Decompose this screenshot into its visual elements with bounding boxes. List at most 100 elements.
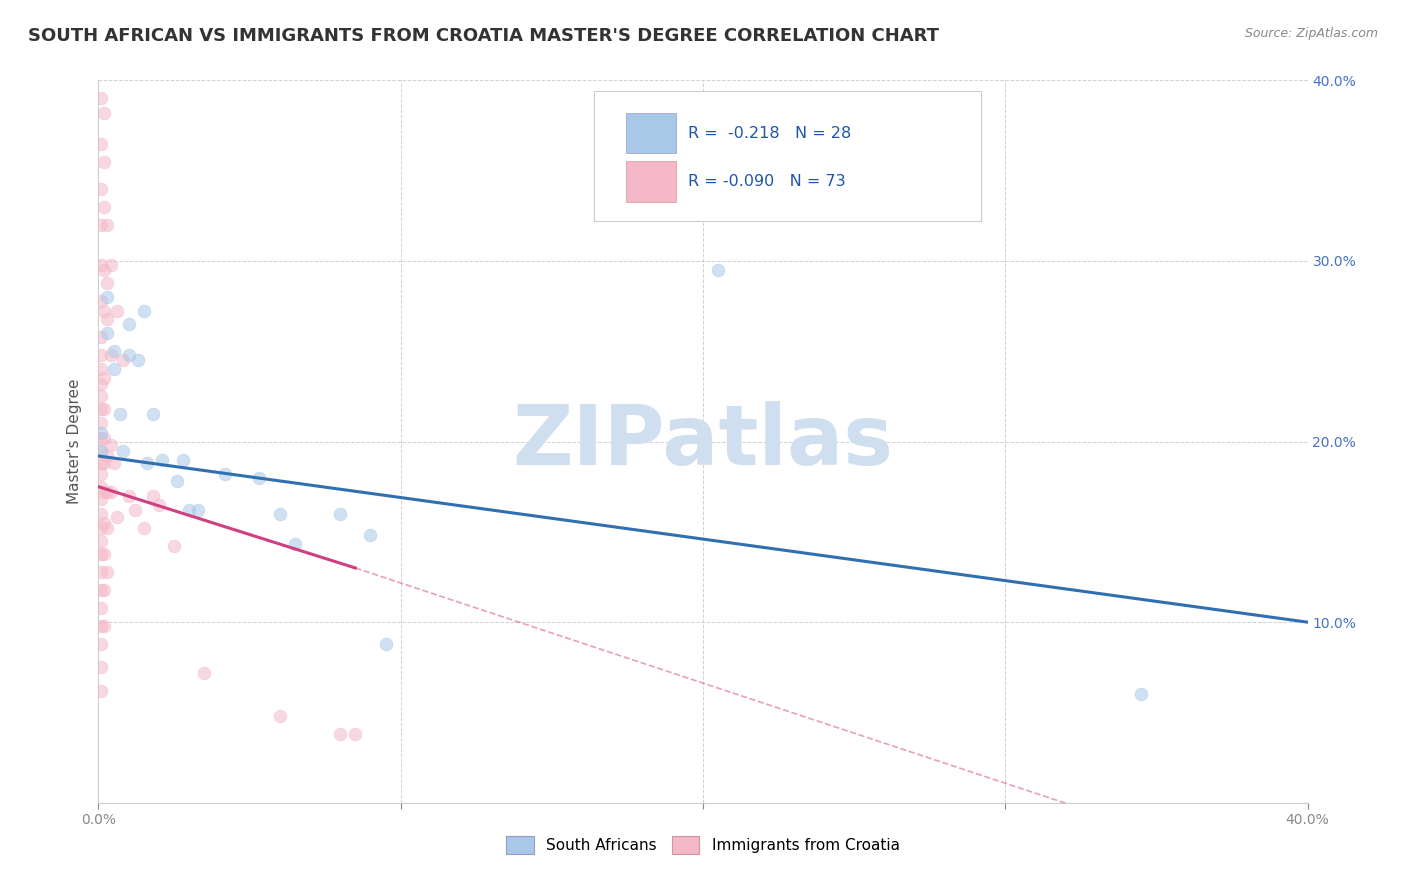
- Point: [166, 475, 188, 489]
- Point: [90, 431, 112, 445]
- Point: [96, 485, 118, 500]
- Point: [100, 258, 122, 272]
- Point: [90, 293, 112, 308]
- Point: [96, 218, 118, 232]
- Point: [90, 507, 112, 521]
- Point: [90, 521, 112, 535]
- Point: [90, 492, 112, 507]
- Point: [105, 510, 128, 524]
- Point: [100, 348, 122, 362]
- Point: [187, 503, 209, 517]
- Point: [93, 402, 115, 417]
- Point: [93, 371, 115, 385]
- Point: [93, 431, 115, 445]
- Point: [360, 528, 382, 542]
- Point: [90, 417, 112, 431]
- Text: Source: ZipAtlas.com: Source: ZipAtlas.com: [1244, 27, 1378, 40]
- Point: [124, 503, 146, 517]
- Text: R =  -0.218   N = 28: R = -0.218 N = 28: [689, 126, 852, 141]
- Text: R = -0.090   N = 73: R = -0.090 N = 73: [689, 174, 846, 189]
- Point: [90, 619, 112, 633]
- Point: [93, 516, 115, 530]
- Point: [90, 582, 112, 597]
- Point: [163, 539, 186, 553]
- Point: [96, 449, 118, 463]
- Point: [344, 727, 367, 741]
- Legend: South Africans, Immigrants from Croatia: South Africans, Immigrants from Croatia: [501, 830, 905, 860]
- Point: [93, 154, 115, 169]
- Point: [90, 348, 112, 362]
- FancyBboxPatch shape: [626, 112, 676, 153]
- Point: [247, 471, 270, 485]
- Point: [90, 443, 112, 458]
- Point: [96, 326, 118, 340]
- Point: [90, 425, 112, 440]
- Point: [103, 344, 125, 359]
- Point: [93, 456, 115, 470]
- Point: [150, 452, 173, 467]
- Point: [118, 317, 141, 331]
- Point: [93, 485, 115, 500]
- Point: [90, 683, 112, 698]
- Point: [90, 533, 112, 548]
- Point: [93, 263, 115, 277]
- Point: [90, 389, 112, 403]
- Point: [172, 452, 194, 467]
- Point: [111, 353, 134, 368]
- Point: [193, 665, 215, 680]
- Point: [93, 547, 115, 561]
- Point: [135, 456, 157, 470]
- Point: [93, 105, 115, 120]
- Point: [105, 304, 128, 318]
- Point: [269, 709, 291, 723]
- Text: SOUTH AFRICAN VS IMMIGRANTS FROM CROATIA MASTER'S DEGREE CORRELATION CHART: SOUTH AFRICAN VS IMMIGRANTS FROM CROATIA…: [28, 27, 939, 45]
- Text: ZIPatlas: ZIPatlas: [513, 401, 893, 482]
- Point: [93, 200, 115, 214]
- Point: [90, 258, 112, 272]
- Point: [96, 290, 118, 304]
- Point: [90, 218, 112, 232]
- Point: [96, 565, 118, 579]
- Point: [132, 521, 155, 535]
- Point: [90, 456, 112, 470]
- Point: [96, 311, 118, 326]
- Point: [103, 456, 125, 470]
- Point: [90, 660, 112, 674]
- Point: [100, 485, 122, 500]
- Point: [90, 443, 112, 458]
- Point: [707, 263, 730, 277]
- FancyBboxPatch shape: [595, 91, 981, 221]
- Point: [93, 582, 115, 597]
- Point: [90, 136, 112, 151]
- Point: [90, 91, 112, 105]
- Point: [93, 304, 115, 318]
- Point: [374, 637, 396, 651]
- Point: [329, 507, 352, 521]
- Point: [90, 600, 112, 615]
- Point: [142, 489, 165, 503]
- Y-axis label: Master's Degree: Master's Degree: [67, 379, 83, 504]
- Point: [179, 503, 201, 517]
- Point: [103, 362, 125, 376]
- Point: [132, 304, 155, 318]
- Point: [90, 402, 112, 417]
- Point: [90, 637, 112, 651]
- Point: [148, 498, 170, 512]
- Point: [96, 276, 118, 290]
- Point: [118, 348, 141, 362]
- Point: [90, 182, 112, 196]
- Point: [96, 521, 118, 535]
- Point: [108, 408, 131, 422]
- Point: [93, 619, 115, 633]
- Point: [111, 443, 134, 458]
- Point: [90, 330, 112, 344]
- FancyBboxPatch shape: [626, 161, 676, 202]
- Point: [90, 467, 112, 481]
- Point: [118, 489, 141, 503]
- Point: [284, 537, 307, 551]
- Point: [90, 480, 112, 494]
- Point: [127, 353, 149, 368]
- Point: [90, 565, 112, 579]
- Point: [90, 547, 112, 561]
- Point: [90, 362, 112, 376]
